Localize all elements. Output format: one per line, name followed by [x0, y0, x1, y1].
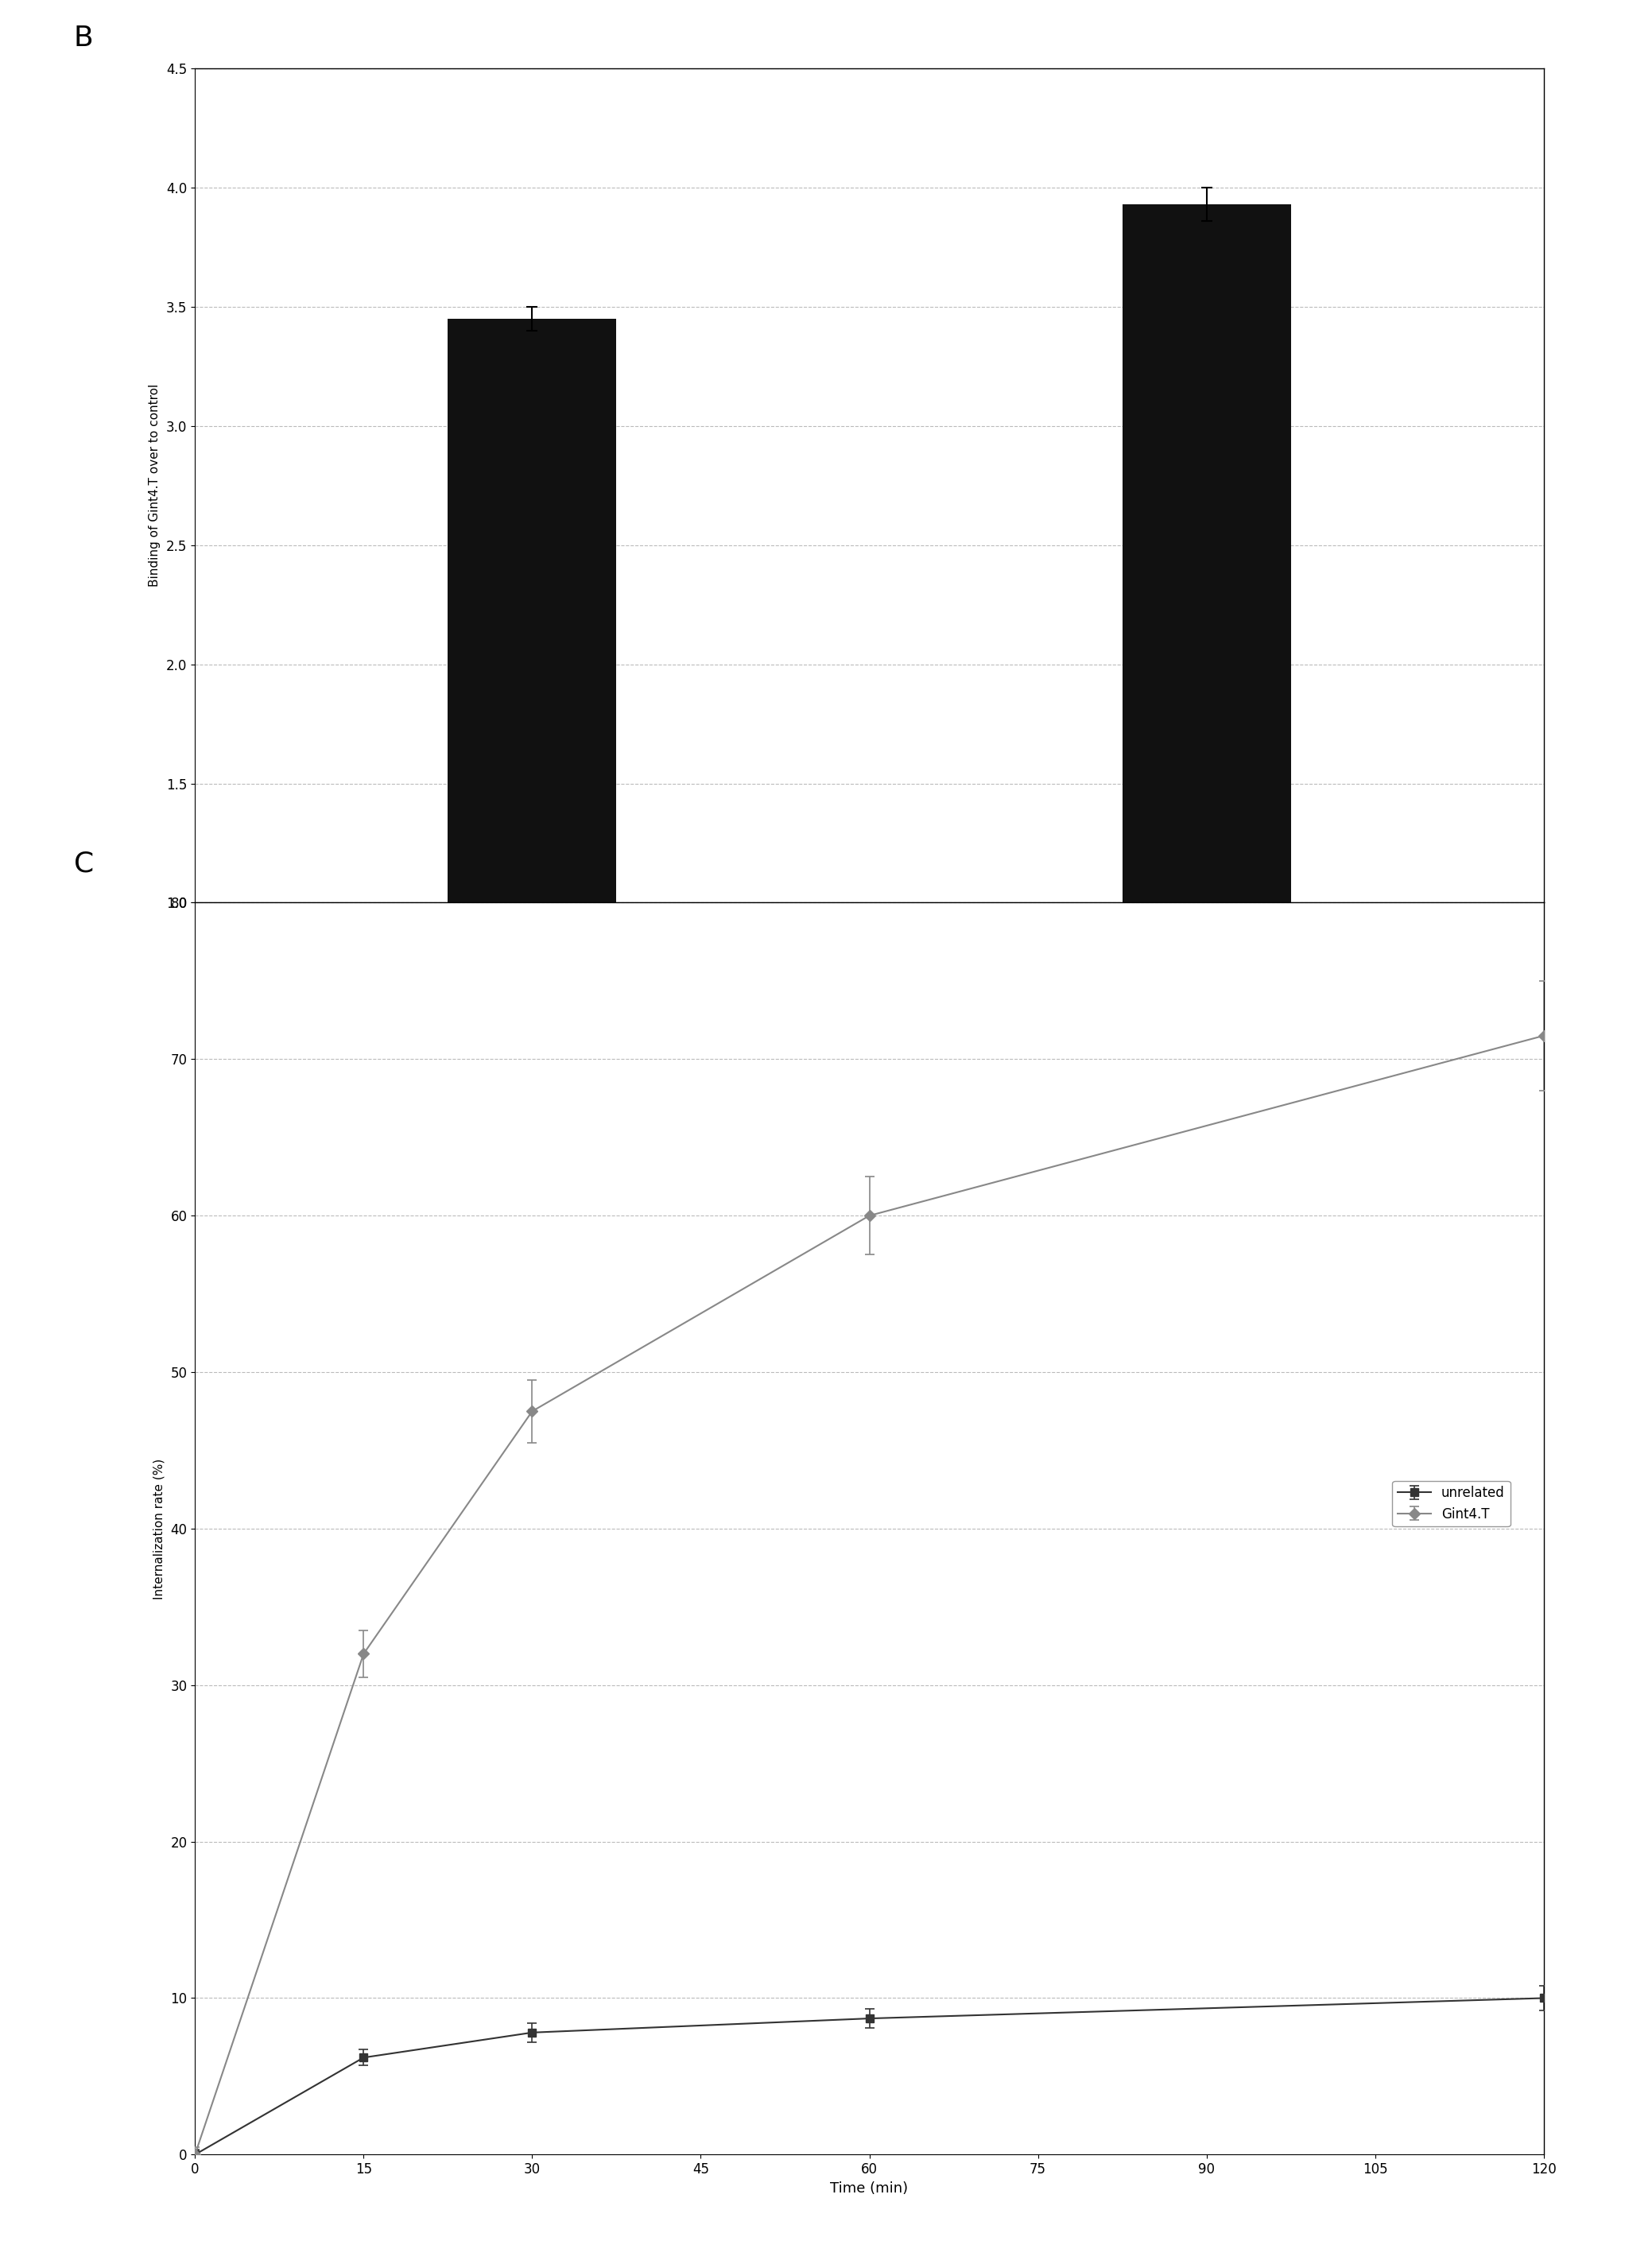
Text: U87MG: U87MG — [843, 1086, 895, 1100]
Text: B: B — [73, 25, 93, 52]
Text: Fig.2B: Fig.2B — [832, 1195, 907, 1216]
Text: C: C — [73, 851, 94, 878]
Legend: unrelated, Gint4.T: unrelated, Gint4.T — [1393, 1481, 1510, 1526]
Bar — [449, 318, 616, 1141]
Y-axis label: Internalization rate (%): Internalization rate (%) — [153, 1458, 166, 1599]
Bar — [1123, 204, 1290, 1141]
X-axis label: Time (min): Time (min) — [830, 2182, 908, 2195]
Y-axis label: Binding of Gint4.T over to control: Binding of Gint4.T over to control — [150, 383, 161, 587]
